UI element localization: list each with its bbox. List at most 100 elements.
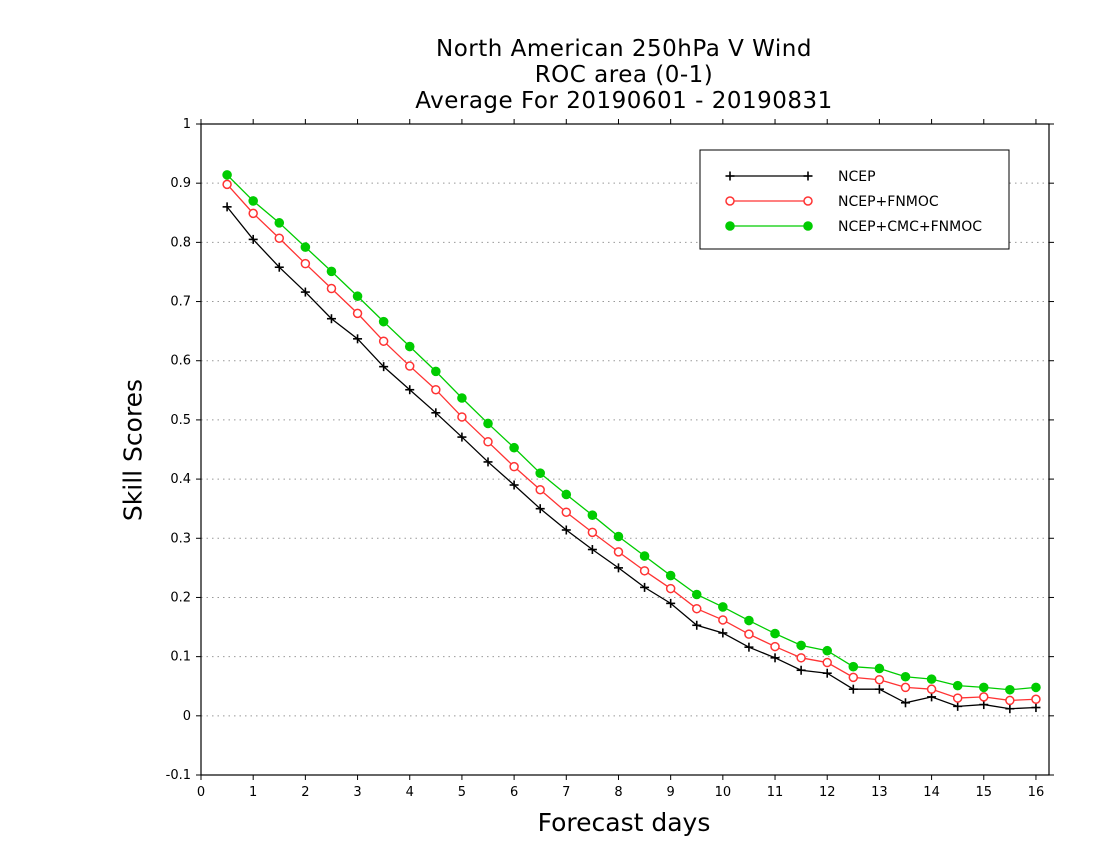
- x-tick-label: 13: [871, 785, 888, 800]
- y-tick-label: 0.9: [170, 176, 191, 191]
- x-tick-label: 10: [715, 785, 732, 800]
- data-point: [352, 291, 363, 302]
- data-point: [613, 547, 624, 557]
- data-point: [457, 393, 467, 403]
- data-point: [326, 283, 337, 294]
- data-point: [770, 653, 780, 663]
- series-group: [222, 170, 1041, 714]
- data-point: [378, 316, 389, 327]
- data-point: [1031, 694, 1041, 704]
- data-point: [848, 661, 859, 672]
- data-point: [248, 196, 258, 206]
- data-point: [561, 489, 572, 500]
- data-point: [953, 701, 963, 711]
- data-point: [979, 692, 989, 702]
- x-tick-label: 5: [458, 785, 466, 800]
- legend-marker: [725, 171, 735, 181]
- legend-marker: [803, 221, 813, 231]
- data-point: [587, 527, 598, 538]
- data-point: [639, 551, 650, 561]
- y-axis-ticks: -0.1 0 0.1 0.2 0.3 0.4 0.5 0.6 0.7 0.8 0.9 1: [166, 117, 1054, 783]
- legend-marker: [803, 171, 813, 181]
- data-point: [718, 615, 728, 625]
- data-point: [222, 179, 232, 190]
- data-point: [874, 684, 884, 694]
- data-point: [613, 531, 624, 542]
- data-point: [744, 629, 754, 639]
- data-point: [300, 258, 311, 269]
- data-point: [353, 334, 363, 344]
- data-point: [561, 507, 572, 517]
- data-point: [744, 642, 754, 652]
- data-point: [900, 671, 911, 682]
- legend: NCEP NCEP+FNMOC NCEP+CMC+FNMOC: [699, 149, 1010, 250]
- data-point: [665, 583, 676, 594]
- data-point: [378, 336, 389, 346]
- x-tick-label: 9: [667, 785, 675, 800]
- data-point: [274, 233, 285, 243]
- data-point: [509, 461, 519, 472]
- data-point: [900, 698, 910, 708]
- series-line: [226, 206, 1036, 710]
- chart-title-line-2: ROC area (0-1): [534, 62, 714, 88]
- y-tick-label: 1: [183, 117, 191, 132]
- data-point: [248, 234, 258, 244]
- x-tick-label: 2: [301, 785, 309, 800]
- series-line: [226, 174, 1037, 691]
- data-point: [1005, 704, 1015, 714]
- data-point: [404, 361, 415, 371]
- chart-title-line-1: North American 250hPa V Wind: [436, 36, 812, 62]
- data-point: [483, 437, 493, 447]
- data-point: [666, 598, 676, 608]
- x-tick-label: 15: [975, 785, 992, 800]
- x-axis-ticks: 0 1 2 3 4 5 6 7 8 9 10 11 12 13 14 15 16: [197, 119, 1044, 800]
- series-line: [226, 183, 1036, 702]
- data-point: [1005, 695, 1015, 706]
- data-point: [300, 242, 311, 252]
- data-point: [352, 308, 363, 319]
- series-2: [222, 179, 1041, 706]
- x-tick-label: 16: [1028, 785, 1045, 800]
- data-point: [535, 468, 546, 478]
- data-point: [379, 362, 389, 372]
- data-point: [509, 480, 519, 490]
- x-tick-label: 11: [767, 785, 784, 800]
- legend-marker: [803, 196, 813, 206]
- data-point: [796, 640, 806, 651]
- data-point: [248, 208, 258, 219]
- data-point: [431, 384, 441, 395]
- y-tick-label: 0.7: [170, 295, 191, 310]
- data-point: [822, 657, 832, 668]
- data-point: [718, 602, 728, 612]
- y-tick-label: -0.1: [166, 768, 191, 783]
- data-point: [274, 218, 285, 228]
- data-point: [692, 603, 702, 614]
- y-tick-label: 0.2: [170, 590, 191, 605]
- data-point: [587, 545, 597, 555]
- data-point: [300, 287, 310, 297]
- data-point: [1005, 684, 1015, 695]
- data-point: [796, 653, 806, 663]
- data-point: [952, 693, 963, 703]
- y-tick-label: 0: [183, 709, 191, 724]
- data-point: [900, 682, 911, 693]
- data-point: [274, 262, 284, 272]
- data-point: [848, 672, 859, 683]
- data-point: [1031, 682, 1041, 693]
- data-point: [326, 314, 336, 324]
- legend-marker: [725, 196, 735, 206]
- data-point: [431, 408, 441, 418]
- data-point: [822, 645, 833, 656]
- grid-lines: [201, 182, 1049, 717]
- data-point: [509, 442, 519, 453]
- data-point: [744, 615, 754, 626]
- series-1: [222, 202, 1041, 714]
- data-point: [483, 418, 493, 429]
- data-point: [405, 385, 415, 395]
- data-point: [796, 665, 806, 675]
- x-tick-label: 6: [510, 785, 518, 800]
- x-tick-label: 12: [819, 785, 836, 800]
- y-axis-label: Skill Scores: [118, 378, 148, 522]
- data-point: [457, 432, 467, 442]
